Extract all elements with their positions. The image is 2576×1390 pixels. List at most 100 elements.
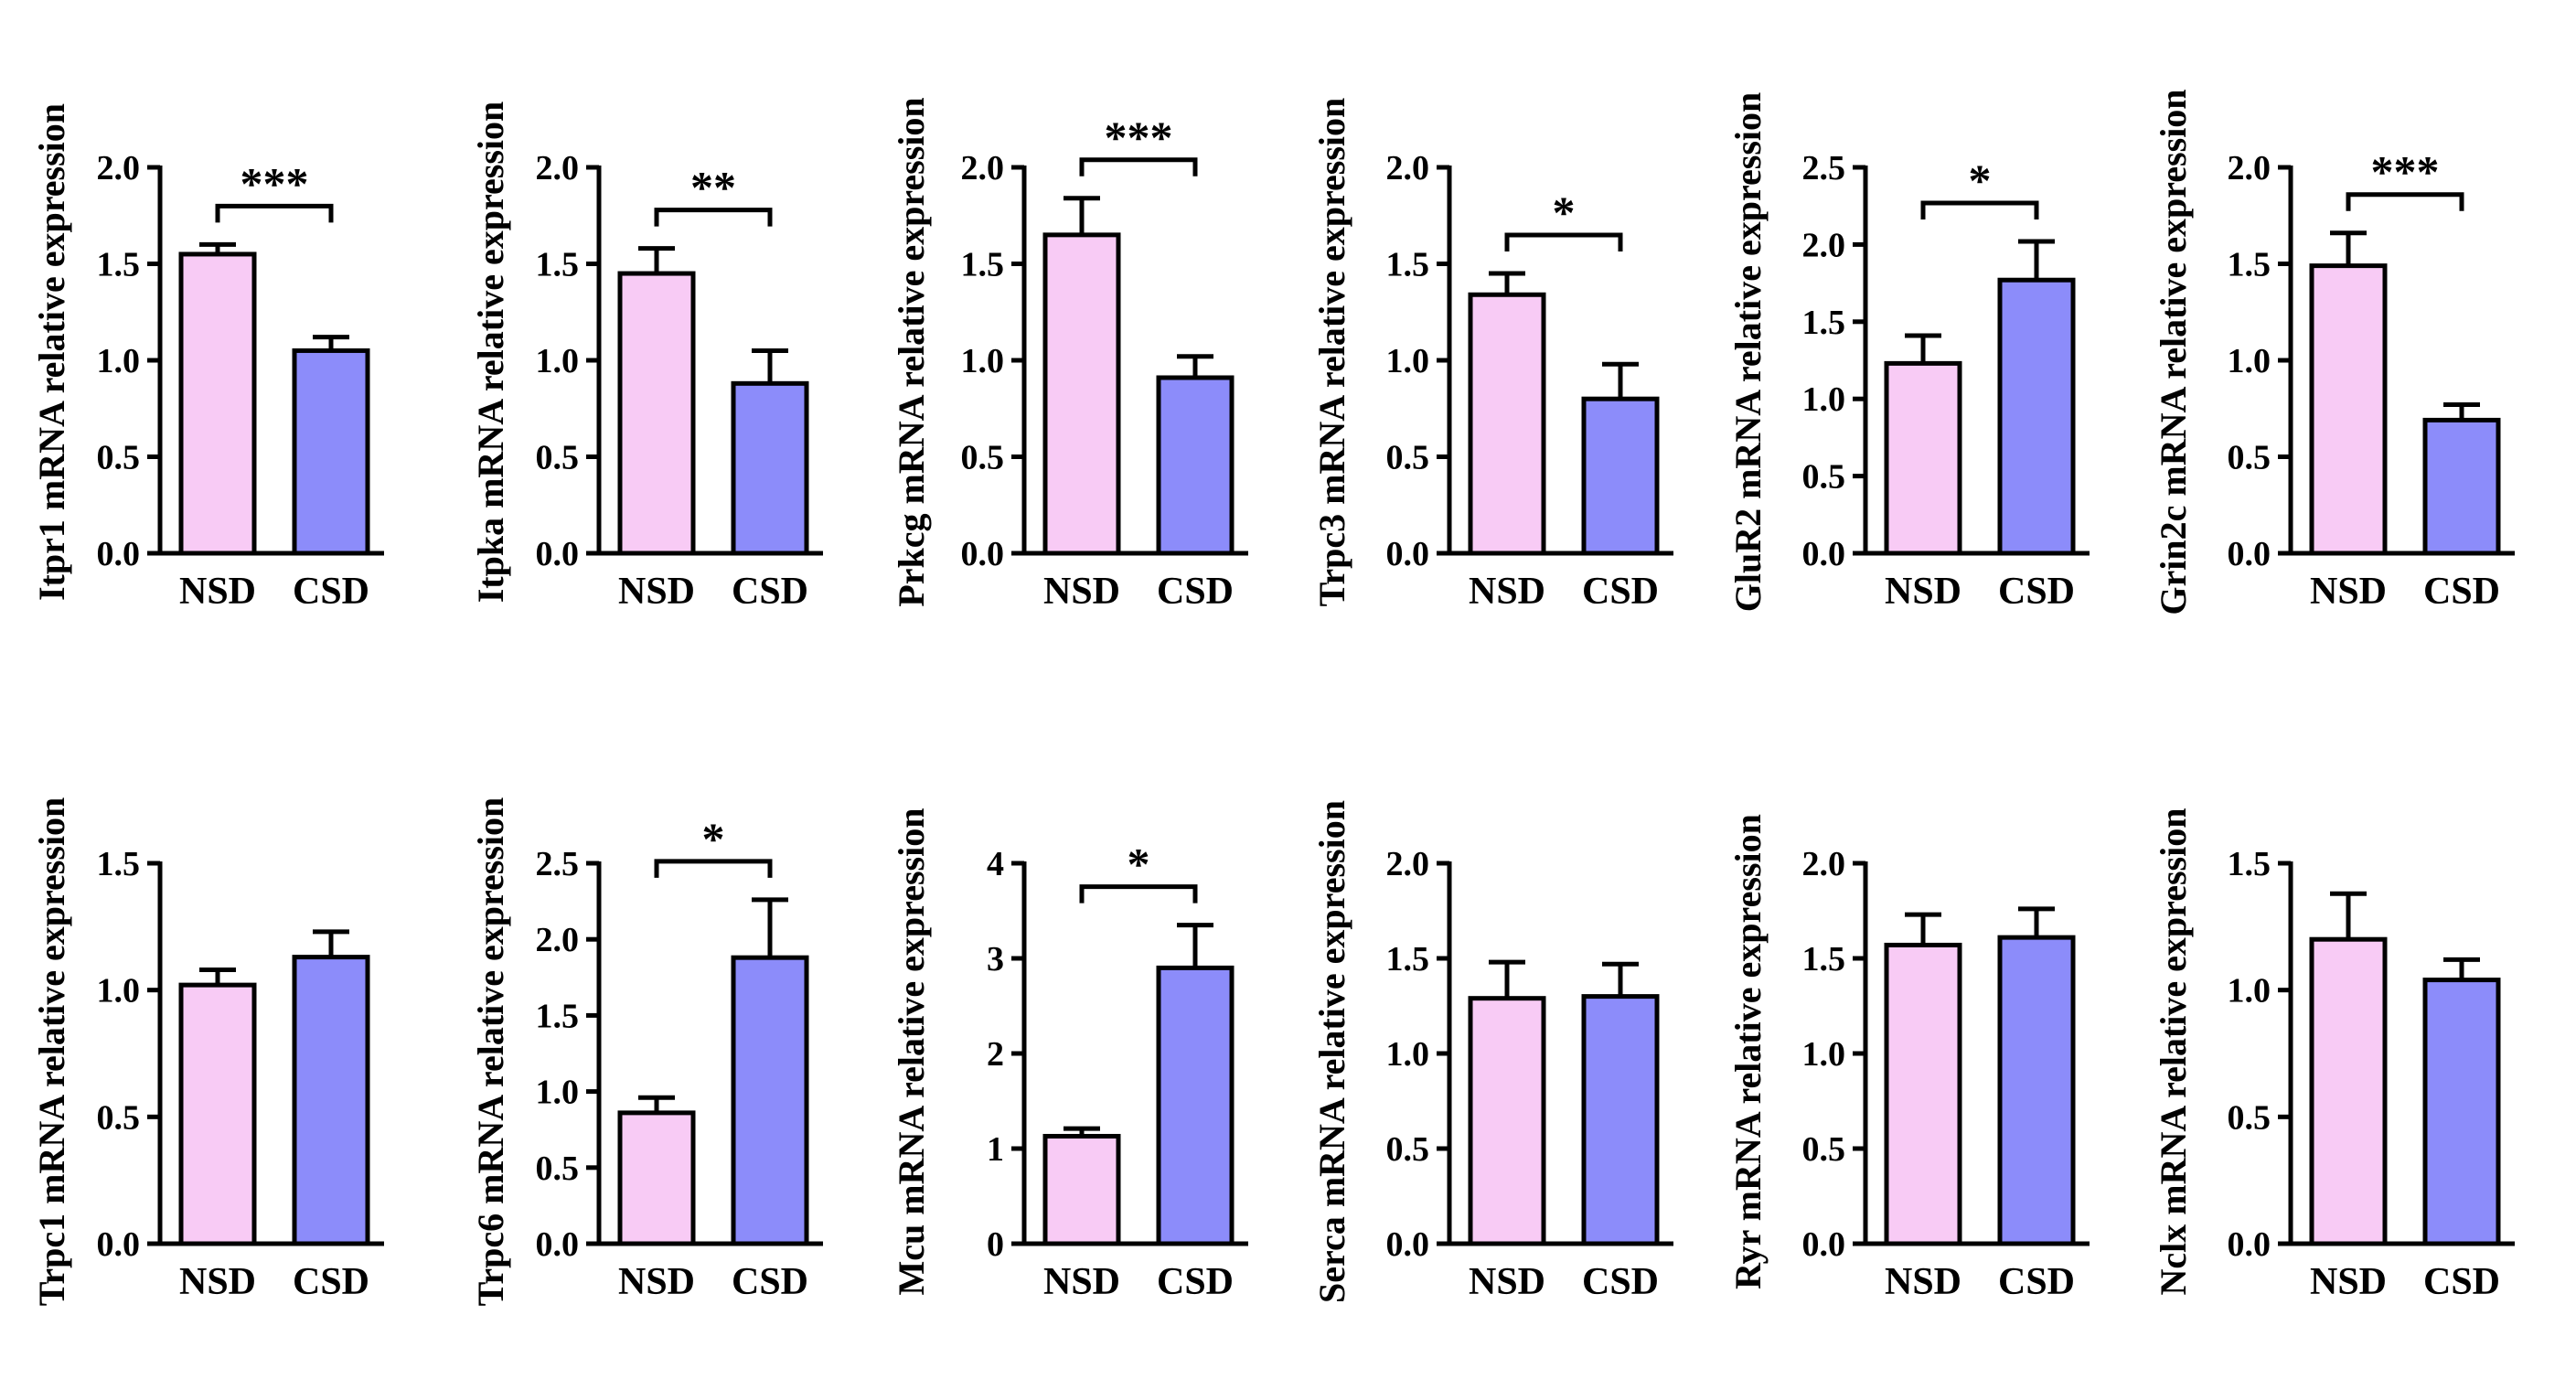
x-tick-label: NSD xyxy=(1469,1261,1545,1303)
bar-csd xyxy=(1156,965,1235,1246)
y-axis-label: Itpr1 mRNA relative expression xyxy=(31,103,72,601)
y-tick-label: 0.0 xyxy=(1802,535,1846,573)
bar-nsd xyxy=(1468,996,1546,1246)
y-tick-label: 2.0 xyxy=(1802,226,1846,264)
y-tick-label: 2.0 xyxy=(1386,149,1430,187)
y-tick-label: 0.5 xyxy=(1802,1130,1846,1169)
chart-panel: Trpc1 mRNA relative expression 0.0 0.5 1.0 1… xyxy=(31,797,384,1307)
y-tick-label: 0.5 xyxy=(536,439,580,477)
y-tick-label: 0.5 xyxy=(97,1098,141,1137)
bar-csd xyxy=(292,955,370,1246)
y-tick-label: 2.0 xyxy=(961,149,1005,187)
chart-panel: GluR2 mRNA relative expression 0.0 0.5 1.0 1… xyxy=(1727,92,2090,613)
y-tick-label: 1.0 xyxy=(536,342,580,380)
bar-nsd xyxy=(1884,942,1962,1246)
x-tick-label: NSD xyxy=(1043,1261,1120,1303)
bar-nsd xyxy=(617,1110,696,1246)
x-tick-label: CSD xyxy=(1998,571,2075,613)
y-tick-label: 1.0 xyxy=(1802,1035,1846,1074)
y-tick-label: 0.0 xyxy=(1802,1225,1846,1264)
bar-csd xyxy=(1581,396,1660,556)
y-axis-label: Mcu mRNA relative expression xyxy=(891,808,932,1296)
x-tick-label: NSD xyxy=(2310,571,2387,613)
y-tick-label: 0.5 xyxy=(1802,458,1846,497)
y-tick-label: 1.5 xyxy=(961,246,1005,284)
bar-nsd xyxy=(2309,936,2388,1246)
y-tick-label: 0.5 xyxy=(2228,439,2271,477)
bar-nsd xyxy=(1884,360,1962,556)
y-axis-label: Trpc6 mRNA relative expression xyxy=(470,797,511,1307)
bar-csd xyxy=(1581,994,1660,1246)
y-tick-label: 2.0 xyxy=(536,149,580,187)
x-tick-label: CSD xyxy=(1582,571,1659,613)
bar-csd xyxy=(2422,978,2501,1246)
y-tick-label: 1.5 xyxy=(2228,845,2271,883)
y-tick-label: 4 xyxy=(987,845,1004,883)
y-tick-label: 1.5 xyxy=(1386,246,1430,284)
y-tick-label: 0.5 xyxy=(1386,439,1430,477)
y-tick-label: 1.0 xyxy=(1802,380,1846,419)
significance-bracket xyxy=(1079,884,1198,904)
bar-nsd xyxy=(1042,1133,1121,1246)
y-tick-label: 1.5 xyxy=(97,246,141,284)
significance-label: * xyxy=(1969,155,1992,206)
y-tick-label: 1.5 xyxy=(1802,940,1846,978)
y-axis-label: Prkcg mRNA relative expression xyxy=(891,97,932,606)
x-tick-label: NSD xyxy=(179,1261,256,1303)
y-tick-label: 0.0 xyxy=(536,535,580,573)
x-tick-label: CSD xyxy=(293,1261,369,1303)
x-tick-label: NSD xyxy=(1885,1261,1961,1303)
x-tick-label: NSD xyxy=(1885,571,1961,613)
chart-panel: Mcu mRNA relative expression 0 1 2 3 4 NSD CSD * xyxy=(891,808,1248,1303)
significance-label: *** xyxy=(1105,112,1173,163)
x-tick-label: NSD xyxy=(2310,1261,2387,1303)
x-tick-label: CSD xyxy=(293,571,369,613)
y-tick-label: 0.5 xyxy=(1386,1130,1430,1169)
y-tick-label: 2.5 xyxy=(536,845,580,883)
bar-csd xyxy=(1156,375,1235,556)
y-tick-label: 0.0 xyxy=(2228,1225,2271,1264)
chart-panel: Itpr1 mRNA relative expression 0.0 0.5 1.0 1… xyxy=(31,103,384,613)
y-tick-label: 1.0 xyxy=(961,342,1005,380)
bar-csd xyxy=(2422,417,2501,556)
chart-panel: Itpka mRNA relative expression 0.0 0.5 1.0 1… xyxy=(470,102,823,613)
x-tick-label: CSD xyxy=(2423,1261,2500,1303)
y-axis-label: GluR2 mRNA relative expression xyxy=(1727,92,1769,613)
y-tick-label: 0.0 xyxy=(536,1225,580,1264)
y-tick-label: 1 xyxy=(987,1130,1004,1169)
x-tick-label: CSD xyxy=(1157,571,1234,613)
y-axis-label: Trpc1 mRNA relative expression xyxy=(31,797,72,1307)
bar-nsd xyxy=(2309,263,2388,556)
bar-nsd xyxy=(617,271,696,556)
y-tick-label: 1.0 xyxy=(1386,342,1430,380)
y-tick-label: 0.5 xyxy=(961,439,1005,477)
y-tick-label: 2 xyxy=(987,1035,1004,1074)
x-tick-label: CSD xyxy=(1998,1261,2075,1303)
y-tick-label: 0.0 xyxy=(1386,1225,1430,1264)
y-tick-label: 1.0 xyxy=(1386,1035,1430,1074)
bar-csd xyxy=(731,380,809,556)
x-tick-label: CSD xyxy=(732,571,808,613)
y-tick-label: 1.0 xyxy=(536,1074,580,1112)
y-tick-label: 1.5 xyxy=(1386,940,1430,978)
y-tick-label: 0.0 xyxy=(97,535,141,573)
y-tick-label: 0.0 xyxy=(2228,535,2271,573)
significance-bracket xyxy=(2346,192,2464,211)
chart-panel: Trpc6 mRNA relative expression 0.0 0.5 1.0 1… xyxy=(470,797,823,1307)
significance-label: * xyxy=(1128,839,1150,890)
bar-nsd xyxy=(178,982,257,1246)
x-tick-label: CSD xyxy=(1582,1261,1659,1303)
bar-csd xyxy=(1997,277,2076,556)
y-tick-label: 1.5 xyxy=(536,246,580,284)
y-tick-label: 0.5 xyxy=(97,439,141,477)
y-tick-label: 1.5 xyxy=(1802,304,1846,342)
y-tick-label: 0.5 xyxy=(536,1149,580,1188)
bar-nsd xyxy=(178,251,257,556)
y-axis-label: Trpc3 mRNA relative expression xyxy=(1311,98,1352,607)
y-axis-label: Itpka mRNA relative expression xyxy=(470,102,511,604)
y-tick-label: 1.0 xyxy=(2228,342,2271,380)
significance-bracket xyxy=(1504,232,1623,252)
y-tick-label: 2.0 xyxy=(536,921,580,959)
y-axis-label: Ryr mRNA relative expression xyxy=(1727,814,1769,1289)
y-axis-label: Serca mRNA relative expression xyxy=(1311,800,1352,1303)
